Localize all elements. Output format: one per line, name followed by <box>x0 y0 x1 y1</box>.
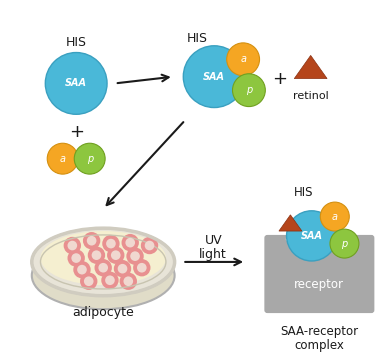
Circle shape <box>71 253 81 263</box>
Text: +: + <box>272 70 287 88</box>
Text: retinol: retinol <box>293 91 329 101</box>
Text: SAA: SAA <box>203 72 225 82</box>
Text: complex: complex <box>295 339 344 352</box>
Circle shape <box>92 250 101 260</box>
Text: SAA: SAA <box>65 78 87 88</box>
FancyBboxPatch shape <box>264 235 374 313</box>
Circle shape <box>95 259 112 276</box>
Circle shape <box>105 275 115 285</box>
Text: HIS: HIS <box>65 36 87 49</box>
Circle shape <box>320 202 349 231</box>
Circle shape <box>114 260 131 277</box>
Circle shape <box>121 234 139 251</box>
Text: adipocyte: adipocyte <box>72 306 134 319</box>
Text: SAA-receptor: SAA-receptor <box>280 325 358 338</box>
Circle shape <box>137 263 147 273</box>
Text: HIS: HIS <box>294 186 314 199</box>
Circle shape <box>183 46 245 108</box>
Text: a: a <box>240 54 246 64</box>
Circle shape <box>106 239 116 249</box>
Text: light: light <box>199 248 227 261</box>
Circle shape <box>67 249 85 267</box>
Circle shape <box>126 247 144 265</box>
Text: a: a <box>332 211 338 222</box>
Circle shape <box>87 236 97 246</box>
Circle shape <box>330 229 359 258</box>
Circle shape <box>107 246 124 264</box>
Circle shape <box>67 241 77 250</box>
Circle shape <box>64 237 81 254</box>
Circle shape <box>123 276 133 286</box>
Polygon shape <box>294 55 327 79</box>
Circle shape <box>232 74 265 107</box>
Circle shape <box>74 143 105 174</box>
Text: HIS: HIS <box>186 31 207 44</box>
Circle shape <box>101 271 119 289</box>
Circle shape <box>227 43 260 76</box>
Text: p: p <box>246 85 252 95</box>
Circle shape <box>77 265 87 275</box>
Text: a: a <box>60 154 65 164</box>
Text: SAA: SAA <box>301 231 322 241</box>
Circle shape <box>286 211 337 261</box>
Circle shape <box>83 232 100 249</box>
Ellipse shape <box>41 231 166 285</box>
Text: p: p <box>87 154 93 164</box>
Text: +: + <box>69 122 83 140</box>
Ellipse shape <box>32 228 175 296</box>
Circle shape <box>47 143 78 174</box>
Circle shape <box>45 53 107 114</box>
Text: p: p <box>341 239 348 249</box>
Circle shape <box>133 259 151 276</box>
Polygon shape <box>286 217 337 240</box>
Ellipse shape <box>32 242 175 309</box>
Circle shape <box>102 235 119 252</box>
Circle shape <box>88 246 105 264</box>
Polygon shape <box>279 215 302 231</box>
Circle shape <box>119 273 137 290</box>
Circle shape <box>145 241 154 250</box>
Circle shape <box>111 250 121 260</box>
Circle shape <box>125 238 135 247</box>
Circle shape <box>84 276 93 286</box>
Text: receptor: receptor <box>295 279 344 291</box>
Circle shape <box>130 251 140 261</box>
Text: UV: UV <box>205 234 222 247</box>
Circle shape <box>141 237 158 254</box>
Circle shape <box>118 264 127 274</box>
Circle shape <box>73 261 91 279</box>
Circle shape <box>98 263 108 273</box>
Circle shape <box>80 273 97 290</box>
